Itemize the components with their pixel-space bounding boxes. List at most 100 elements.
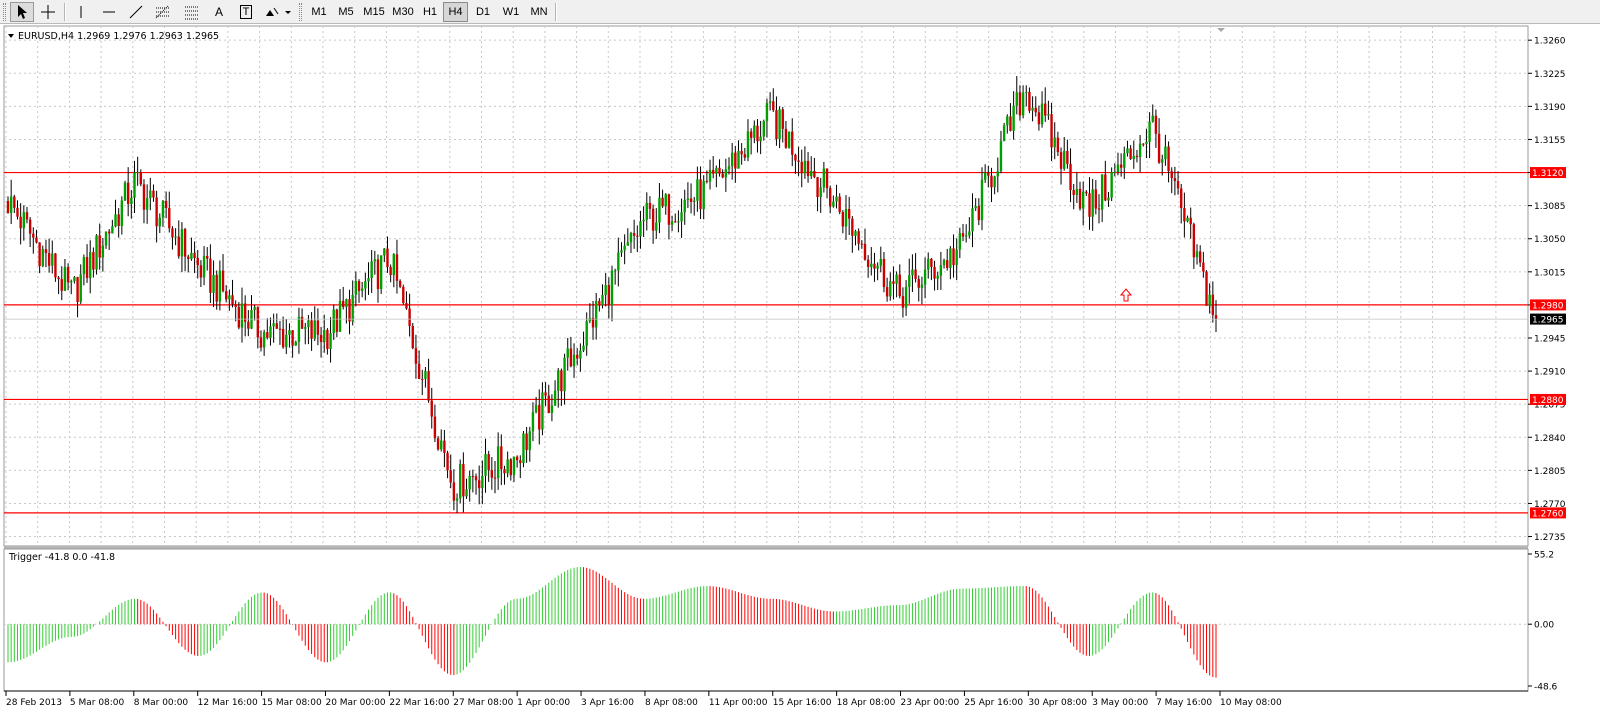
candle-body	[699, 179, 702, 210]
candle-body	[854, 231, 857, 236]
chart-menu-triangle-icon[interactable]	[8, 34, 14, 38]
period-h4-button[interactable]: H4	[443, 2, 468, 22]
candle	[541, 382, 544, 436]
candle-body	[1113, 171, 1117, 173]
candle	[142, 179, 146, 224]
candle	[737, 140, 740, 169]
period-d1-button[interactable]: D1	[475, 6, 491, 18]
candle-body	[1006, 116, 1009, 126]
candle-body	[746, 131, 750, 158]
cursor-tool-button[interactable]	[10, 2, 34, 22]
price-pane[interactable]: 1.3260 1.3225 1.3190 1.3155 1.3120 1.3085 1.30…	[3, 25, 1566, 547]
candle-body	[1078, 188, 1082, 209]
candle	[1186, 215, 1189, 223]
candle-body	[449, 470, 452, 483]
candle	[1044, 87, 1047, 122]
vertical-line-button[interactable]	[70, 2, 92, 22]
candle	[933, 260, 936, 291]
candle-body	[1063, 150, 1066, 169]
indicator-pane[interactable]: 55.2 0.00 -48.6 Trigger -41.8 0.0 -41.8	[3, 548, 1558, 693]
chart-window[interactable]: 1.3260 1.3225 1.3190 1.3155 1.3120 1.3085 1.30…	[0, 24, 1600, 727]
candle-body	[424, 371, 427, 380]
candle	[610, 265, 614, 322]
level-price-tag-label: 1.2980	[1532, 301, 1564, 311]
toolbar-grip[interactable]	[3, 3, 6, 21]
period-w1-button[interactable]: W1	[502, 6, 520, 18]
candle	[465, 478, 468, 499]
candle	[582, 331, 585, 352]
candle	[1119, 153, 1123, 177]
candle-body	[484, 454, 487, 476]
candle	[841, 210, 845, 234]
candle	[651, 204, 655, 244]
candle	[316, 308, 320, 346]
candle	[885, 277, 889, 302]
candle	[224, 285, 228, 303]
candle	[300, 308, 304, 329]
candle-body	[895, 274, 898, 284]
crosshair-tool-button[interactable]	[36, 2, 60, 22]
candle	[816, 176, 819, 212]
candle-body	[528, 431, 531, 451]
candle	[89, 240, 92, 294]
toolbar-grip[interactable]	[299, 3, 302, 21]
candle	[202, 246, 206, 286]
up-arrow-icon[interactable]	[1119, 288, 1133, 302]
candle-body	[566, 348, 569, 358]
candle	[459, 459, 462, 504]
price-tick-label: 1.2770	[1534, 500, 1566, 510]
candle	[844, 195, 848, 240]
candle	[1142, 143, 1145, 147]
candle	[73, 275, 76, 284]
indicator-tick-label: 0.00	[1534, 621, 1554, 631]
candle	[822, 161, 826, 193]
candle-body	[936, 275, 939, 279]
chart-shift-marker-icon[interactable]	[1217, 28, 1225, 32]
candle-body	[183, 229, 187, 257]
fibonacci-fan-button[interactable]	[180, 2, 204, 22]
candle-body	[1138, 143, 1142, 158]
candle	[313, 306, 316, 341]
candle-body	[28, 219, 32, 234]
candle-body	[1100, 174, 1104, 210]
candle	[999, 130, 1003, 174]
candle-body	[474, 476, 478, 481]
candle	[405, 291, 408, 310]
period-m15-button[interactable]: M15	[363, 6, 385, 18]
candle	[1075, 171, 1079, 203]
trendline-button[interactable]	[124, 2, 148, 22]
period-h1-button[interactable]: H1	[422, 6, 438, 18]
text-label-button[interactable]: T	[235, 2, 257, 22]
candle-body	[155, 197, 158, 227]
candle	[620, 242, 623, 257]
candle-body	[1040, 103, 1044, 125]
candle	[417, 350, 421, 380]
candle-body	[879, 258, 882, 266]
candle	[1097, 194, 1101, 224]
candle	[430, 387, 433, 429]
fibonacci-icon	[155, 5, 170, 19]
candle	[617, 237, 620, 287]
candle-body	[519, 460, 522, 464]
period-m30-button[interactable]: M30	[392, 6, 414, 18]
period-mn-button[interactable]: MN	[530, 6, 548, 18]
candle-body	[1107, 197, 1110, 201]
candle	[1037, 105, 1041, 131]
horizontal-levels[interactable]	[4, 171, 1528, 514]
candle-body	[588, 317, 592, 322]
candle	[120, 196, 124, 235]
candle-body	[958, 233, 962, 250]
candle-body	[136, 171, 139, 173]
period-m5-button[interactable]: M5	[338, 6, 354, 18]
candle-body	[73, 277, 76, 282]
candle	[538, 389, 541, 445]
candle-body	[224, 291, 228, 300]
candle-body	[231, 295, 234, 305]
fibonacci-button[interactable]	[151, 2, 175, 22]
period-m1-button[interactable]: M1	[311, 6, 327, 18]
arrows-dropdown-button[interactable]	[262, 2, 294, 22]
candle-body	[22, 212, 26, 229]
pane-splitter[interactable]	[4, 546, 1528, 549]
text-tool-button[interactable]: A	[208, 2, 230, 22]
horizontal-line-button[interactable]	[97, 2, 121, 22]
